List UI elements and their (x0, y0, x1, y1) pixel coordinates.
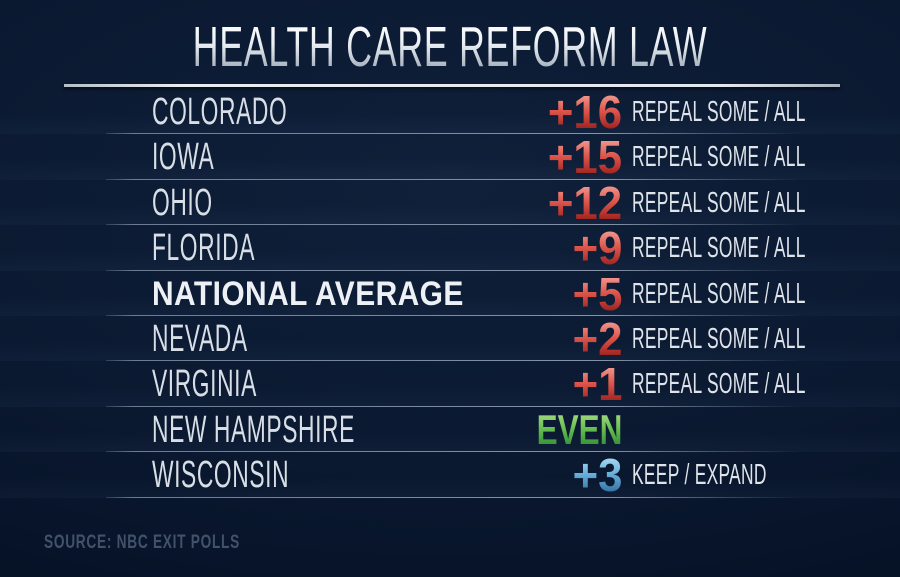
row-separator (106, 314, 800, 316)
table-row: COLORADO +16 REPEAL SOME / ALL (0, 86, 900, 138)
row-label: VIRGINIA (152, 363, 257, 406)
row-label: NATIONAL AVERAGE (152, 274, 464, 313)
table-row: WISCONSIN +3 KEEP / EXPAND (0, 449, 900, 502)
title-underline (64, 84, 840, 87)
row-note: REPEAL SOME / ALL (632, 232, 806, 265)
row-value: +9 (572, 222, 622, 275)
row-note: KEEP / EXPAND (632, 459, 767, 492)
page-title: HEALTH CARE REFORM LAW (167, 17, 734, 77)
row-value: +3 (572, 449, 622, 502)
table-row: VIRGINIA +1 REPEAL SOME / ALL (0, 358, 900, 411)
row-separator (106, 178, 800, 180)
row-value: +16 (547, 86, 622, 138)
row-value: +1 (572, 358, 622, 411)
row-label: IOWA (152, 136, 215, 179)
row-label: COLORADO (152, 91, 288, 133)
row-note: REPEAL SOME / ALL (632, 141, 806, 174)
row-value: +12 (547, 176, 622, 229)
row-label: WISCONSIN (152, 454, 290, 497)
row-note: REPEAL SOME / ALL (632, 277, 806, 310)
row-note: REPEAL SOME / ALL (632, 368, 806, 401)
row-value: +5 (572, 267, 622, 320)
row-separator (106, 451, 800, 453)
row-separator (106, 405, 800, 407)
row-separator (106, 269, 800, 271)
table-row: NEW HAMPSHIRE EVEN (0, 405, 900, 453)
row-separator (106, 224, 800, 226)
row-note: REPEAL SOME / ALL (632, 186, 806, 219)
row-separator (106, 360, 800, 362)
row-value: +15 (547, 131, 622, 184)
row-label: NEW HAMPSHIRE (152, 408, 355, 451)
table-row-national-average: NATIONAL AVERAGE +5 REPEAL SOME / ALL (0, 267, 900, 320)
table-row: IOWA +15 REPEAL SOME / ALL (0, 131, 900, 184)
row-label: NEVADA (152, 317, 248, 360)
row-note: REPEAL SOME / ALL (632, 96, 806, 128)
source-credit: SOURCE: NBC EXIT POLLS (44, 532, 240, 553)
row-separator (106, 133, 800, 135)
table-row: OHIO +12 REPEAL SOME / ALL (0, 176, 900, 229)
table-row: NEVADA +2 REPEAL SOME / ALL (0, 312, 900, 365)
row-label: OHIO (152, 181, 213, 224)
row-value: EVEN (536, 405, 622, 453)
poll-table: COLORADO +16 REPEAL SOME / ALL IOWA +15 … (0, 89, 900, 498)
table-row: FLORIDA +9 REPEAL SOME / ALL (0, 222, 900, 275)
row-value: +2 (572, 312, 622, 365)
row-label: FLORIDA (152, 227, 256, 270)
row-separator (106, 496, 800, 498)
row-note: REPEAL SOME / ALL (632, 322, 806, 355)
